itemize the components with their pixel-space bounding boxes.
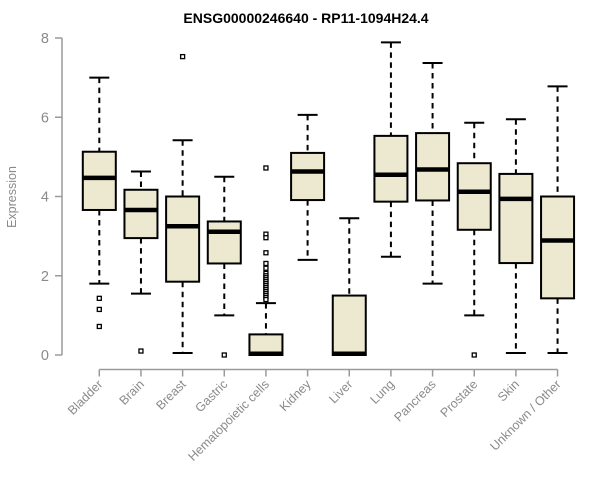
outlier-point (138, 348, 144, 354)
x-tick-label-kidney: Kidney (277, 377, 314, 414)
outlier-point (263, 235, 269, 241)
outlier-point (263, 165, 269, 171)
outlier-point (96, 295, 102, 301)
y-axis-label: Expression (5, 166, 19, 228)
outlier-point (263, 296, 269, 303)
box-hematopoietic-cells (248, 165, 284, 357)
iqr-box (540, 195, 576, 300)
chart-title: ENSG00000246640 - RP11-1094H24.4 (183, 10, 428, 26)
y-tick-label: 4 (41, 190, 49, 206)
box-pancreas (415, 61, 451, 285)
iqr-box (290, 151, 326, 202)
iqr-box (331, 294, 367, 356)
outlier-point (221, 352, 227, 358)
iqr-box (456, 162, 492, 231)
box-prostate (456, 121, 492, 358)
x-tick-label-prostate: Prostate (438, 377, 481, 420)
y-tick-label: 8 (41, 31, 49, 47)
outlier-point (471, 352, 477, 358)
x-tick-label-hematopoietic-cells: Hematopoietic cells (186, 377, 273, 464)
box-breast (165, 53, 201, 355)
box-kidney (290, 113, 326, 261)
x-tick-label-gastric: Gastric (193, 377, 231, 415)
outlier-point (96, 323, 102, 330)
x-tick-label-breast: Breast (153, 377, 189, 413)
iqr-box (206, 220, 242, 265)
axes: 0 2 4 6 8 Bladder Brain Breast GastricHematopoie… (41, 31, 564, 464)
iqr-box (123, 188, 159, 240)
box-skin (498, 118, 534, 355)
boxes-layer (81, 41, 576, 358)
iqr-box (415, 132, 451, 202)
box-gastric (206, 175, 242, 358)
x-tick-label-pancreas: Pancreas (391, 377, 438, 424)
iqr-box (373, 134, 409, 203)
outlier-point (96, 306, 102, 313)
x-tick-label-brain: Brain (117, 377, 148, 408)
box-brain (123, 170, 159, 354)
box-bladder (81, 76, 117, 330)
x-tick-label-skin: Skin (495, 377, 522, 404)
x-tick-label-lung: Lung (367, 377, 397, 407)
x-tick-label-unknown-other: Unknown / Other (487, 377, 563, 453)
outlier-point (263, 250, 269, 256)
y-tick-label: 2 (41, 269, 49, 285)
x-tick-label-liver: Liver (326, 377, 355, 406)
outlier-point (263, 260, 269, 267)
iqr-box (81, 150, 117, 211)
outlier-point (179, 53, 186, 60)
y-tick-label: 6 (41, 110, 49, 126)
y-tick-label: 0 (41, 348, 49, 364)
box-unknown-other (540, 85, 576, 355)
box-liver (331, 217, 367, 357)
outlier-point (263, 265, 269, 271)
box-lung (373, 41, 409, 258)
iqr-box (165, 195, 201, 283)
x-tick-label-bladder: Bladder (65, 377, 105, 417)
iqr-box (498, 172, 534, 265)
